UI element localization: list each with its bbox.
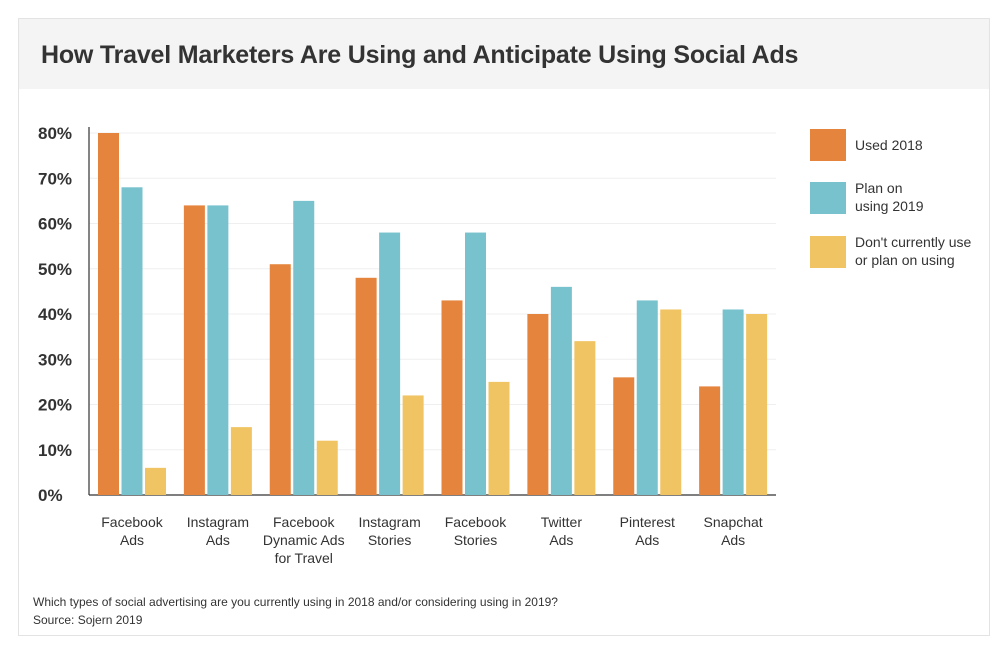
y-tick-label: 10% xyxy=(38,441,72,460)
bar-2-4 xyxy=(379,232,401,496)
category-label: Facebook Dynamic Ads for Travel xyxy=(263,514,345,566)
category-label-line: for Travel xyxy=(275,550,333,566)
category-label: Instagram Ads xyxy=(187,514,249,548)
y-tick-label: 40% xyxy=(38,305,72,324)
y-tick-label: 60% xyxy=(38,215,72,234)
bar-3-7 xyxy=(660,309,682,495)
category-label-line: Ads xyxy=(721,532,745,548)
category-label-line: Instagram xyxy=(359,514,421,530)
y-tick-label: 20% xyxy=(38,396,72,415)
chart-title: How Travel Marketers Are Using and Antic… xyxy=(41,41,799,69)
legend-label-line: Plan on xyxy=(855,180,902,196)
category-label: Twitter Ads xyxy=(541,514,583,548)
bar-2-8 xyxy=(722,309,744,495)
source-note: Source: Sojern 2019 xyxy=(33,613,143,627)
y-tick-label: 80% xyxy=(38,124,72,143)
bar-1-1 xyxy=(98,133,119,495)
legend-label: Plan on using 2019 xyxy=(855,180,924,214)
bar-2-6 xyxy=(550,286,572,495)
y-tick-label: 50% xyxy=(38,260,72,279)
bar-1-6 xyxy=(527,314,549,495)
bar-1-8 xyxy=(699,386,721,495)
y-tick-label: 70% xyxy=(38,169,72,188)
chart-card: How Travel Marketers Are Using and Antic… xyxy=(18,18,990,636)
category-label: Facebook Stories xyxy=(445,514,507,548)
bar-3-1 xyxy=(145,467,166,495)
bar-3-5 xyxy=(488,381,510,495)
category-label-line: Facebook xyxy=(101,514,163,530)
bar-3-6 xyxy=(574,341,596,495)
category-label-line: Ads xyxy=(206,532,230,548)
bar-3-8 xyxy=(746,314,768,495)
category-label-line: Facebook xyxy=(273,514,335,530)
category-label-line: Ads xyxy=(120,532,144,548)
legend-label: Don't currently use or plan on using xyxy=(855,234,971,268)
bar-2-3 xyxy=(293,200,315,495)
category-label-line: Twitter xyxy=(541,514,583,530)
category-label-line: Snapchat xyxy=(704,514,763,530)
category-label-line: Dynamic Ads xyxy=(263,532,345,548)
legend-label: Used 2018 xyxy=(855,137,923,153)
category-label: Instagram Stories xyxy=(359,514,421,548)
bar-2-5 xyxy=(465,232,486,496)
legend-label-line: or plan on using xyxy=(855,252,955,268)
category-label-line: Stories xyxy=(454,532,498,548)
chart-footer: Which types of social advertising are yo… xyxy=(33,593,558,629)
title-bar: How Travel Marketers Are Using and Antic… xyxy=(19,19,989,89)
legend-swatch xyxy=(810,236,846,268)
legend-swatch xyxy=(810,182,846,214)
bar-1-3 xyxy=(269,264,291,495)
legend-label-line: Don't currently use xyxy=(855,234,971,250)
y-tick-label: 30% xyxy=(38,350,72,369)
bar-1-4 xyxy=(355,277,377,495)
legend-swatch xyxy=(810,129,846,161)
category-label-line: Ads xyxy=(549,532,573,548)
bar-1-7 xyxy=(613,377,635,495)
category-label-line: Ads xyxy=(635,532,659,548)
category-label-line: Facebook xyxy=(445,514,507,530)
bar-3-2 xyxy=(230,427,252,495)
category-label: Snapchat Ads xyxy=(704,514,763,548)
bar-2-1 xyxy=(121,187,143,496)
category-label-line: Instagram xyxy=(187,514,249,530)
category-label-line: Stories xyxy=(368,532,412,548)
category-label-line: Pinterest xyxy=(620,514,675,530)
category-label: Facebook Ads xyxy=(101,514,163,548)
survey-question: Which types of social advertising are yo… xyxy=(33,595,558,609)
legend-label-line: Used 2018 xyxy=(855,137,923,153)
bar-3-3 xyxy=(316,440,338,495)
legend-label-line: using 2019 xyxy=(855,198,924,214)
category-label: Pinterest Ads xyxy=(620,514,675,548)
bar-3-4 xyxy=(402,395,424,495)
bar-2-2 xyxy=(207,205,229,495)
y-tick-label: 0% xyxy=(38,486,63,505)
bar-1-5 xyxy=(441,300,463,495)
bar-2-7 xyxy=(636,300,658,495)
bar-1-2 xyxy=(183,205,205,495)
